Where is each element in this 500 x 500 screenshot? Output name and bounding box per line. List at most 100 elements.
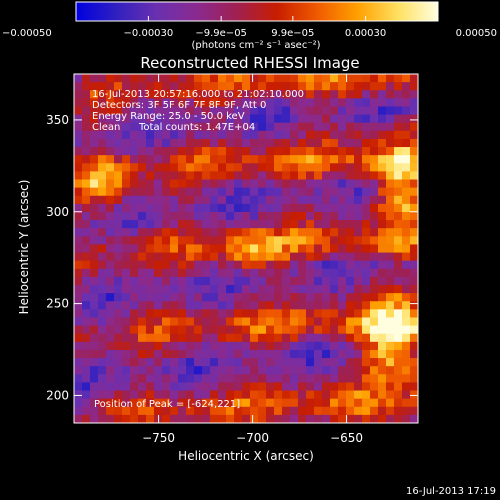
- heatmap-cell: [402, 130, 411, 140]
- heatmap-cell: [314, 171, 323, 181]
- heatmap-cell: [274, 211, 283, 221]
- heatmap-cell: [242, 203, 251, 213]
- heatmap-cell: [378, 211, 387, 221]
- heatmap-cell: [122, 203, 131, 213]
- heatmap-cell: [186, 203, 195, 213]
- heatmap-cell: [258, 82, 267, 91]
- heatmap-cell: [74, 220, 83, 229]
- heatmap-cell: [154, 244, 163, 254]
- heatmap-cell: [370, 163, 379, 172]
- heatmap-cell: [290, 187, 299, 197]
- heatmap-cell: [282, 147, 291, 156]
- heatmap-cell: [130, 374, 139, 384]
- heatmap-cell: [122, 276, 131, 286]
- heatmap-cell: [410, 74, 418, 83]
- x-tick-label: −750: [142, 431, 175, 445]
- heatmap-cell: [106, 301, 115, 310]
- heatmap-cell: [194, 155, 203, 164]
- heatmap-cell: [386, 82, 395, 91]
- heatmap-cell: [226, 414, 235, 423]
- heatmap-cell: [410, 106, 418, 116]
- heatmap-cell: [370, 366, 379, 375]
- heatmap-cell: [194, 236, 203, 246]
- heatmap-cell: [274, 285, 283, 294]
- heatmap-cell: [114, 171, 123, 181]
- heatmap-cell: [362, 293, 371, 302]
- heatmap-cell: [194, 114, 203, 124]
- heatmap-cell: [274, 414, 283, 423]
- heatmap-cell: [242, 390, 251, 400]
- heatmap-cell: [170, 398, 179, 408]
- heatmap-cell: [346, 82, 355, 91]
- heatmap-cell: [154, 187, 163, 197]
- heatmap-cell: [178, 309, 187, 319]
- heatmap-cell: [242, 317, 251, 327]
- heatmap-cell: [258, 358, 267, 367]
- heatmap-cell: [90, 203, 99, 213]
- heatmap-cell: [98, 163, 107, 172]
- heatmap-cell: [314, 74, 323, 83]
- heatmap-cell: [226, 374, 235, 384]
- heatmap-cell: [210, 260, 219, 270]
- heatmap-cell: [146, 106, 155, 116]
- heatmap-cell: [106, 309, 115, 319]
- heatmap-cell: [290, 374, 299, 384]
- heatmap-cell: [354, 236, 363, 246]
- heatmap-cell: [410, 358, 418, 367]
- heatmap-cell: [210, 333, 219, 343]
- heatmap-cell: [170, 106, 179, 116]
- heatmap-cell: [226, 228, 235, 237]
- heatmap-cell: [98, 390, 107, 400]
- heatmap-cell: [114, 228, 123, 237]
- heatmap-cell: [386, 155, 395, 164]
- heatmap-cell: [178, 406, 187, 416]
- heatmap-cell: [282, 366, 291, 375]
- heatmap-cell: [114, 90, 123, 99]
- heatmap-cell: [242, 130, 251, 140]
- heatmap-cell: [218, 244, 227, 254]
- heatmap-cell: [202, 374, 211, 384]
- heatmap-cell: [114, 349, 123, 359]
- heatmap-cell: [362, 179, 371, 189]
- heatmap-cell: [330, 98, 339, 108]
- heatmap-cell: [202, 390, 211, 400]
- heatmap-cell: [74, 349, 83, 359]
- heatmap-cell: [370, 398, 379, 408]
- heatmap-cell: [138, 309, 147, 319]
- heatmap-cell: [106, 398, 115, 408]
- heatmap-cell: [218, 90, 227, 99]
- heatmap-cell: [410, 414, 418, 423]
- heatmap-cell: [258, 98, 267, 108]
- heatmap-cell: [258, 260, 267, 270]
- colorbar-tick-label: −9.9e−05: [195, 28, 247, 39]
- heatmap-cell: [82, 171, 91, 181]
- heatmap-cell: [258, 179, 267, 189]
- heatmap-cell: [106, 358, 115, 367]
- heatmap-cell: [298, 195, 307, 205]
- heatmap-cell: [234, 138, 243, 148]
- heatmap-cell: [394, 414, 403, 423]
- heatmap-cell: [322, 187, 331, 197]
- heatmap-cell: [162, 228, 171, 237]
- heatmap-cell: [82, 228, 91, 237]
- heatmap-cell: [242, 155, 251, 164]
- y-tick-label: 300: [46, 205, 69, 219]
- heatmap-cell: [106, 179, 115, 189]
- heatmap-cell: [186, 163, 195, 172]
- heatmap-cell: [186, 285, 195, 294]
- heatmap-cell: [146, 122, 155, 132]
- heatmap-cell: [82, 106, 91, 116]
- heatmap-cell: [122, 260, 131, 270]
- heatmap-cell: [202, 74, 211, 83]
- heatmap-cell: [146, 260, 155, 270]
- heatmap-cell: [258, 333, 267, 343]
- heatmap-cell: [378, 260, 387, 270]
- heatmap-cell: [378, 220, 387, 229]
- heatmap-cell: [298, 414, 307, 423]
- heatmap-cell: [282, 130, 291, 140]
- heatmap-cell: [330, 398, 339, 408]
- heatmap-cell: [386, 147, 395, 156]
- heatmap-cell: [298, 130, 307, 140]
- heatmap-cell: [138, 268, 147, 278]
- heatmap-cell: [250, 252, 259, 262]
